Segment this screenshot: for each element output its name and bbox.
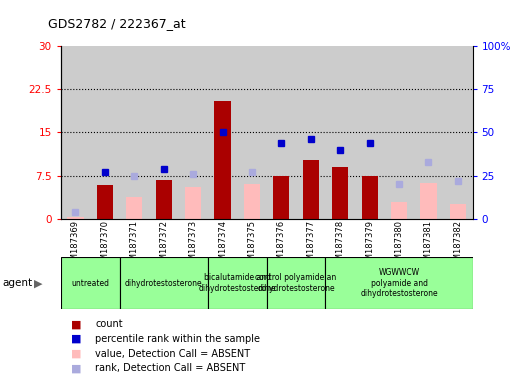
Bar bbox=[185, 187, 201, 219]
Bar bbox=[332, 167, 348, 219]
Text: count: count bbox=[95, 319, 122, 329]
Bar bbox=[362, 176, 378, 219]
Text: control polyamide an
dihydrotestosterone: control polyamide an dihydrotestosterone bbox=[256, 273, 337, 293]
Text: bicalutamide and
dihydrotestosterone: bicalutamide and dihydrotestosterone bbox=[199, 273, 276, 293]
Bar bbox=[274, 176, 289, 219]
Text: ■: ■ bbox=[71, 349, 82, 359]
Bar bbox=[97, 185, 113, 219]
Bar bbox=[61, 46, 90, 219]
Bar bbox=[450, 204, 466, 219]
Bar bbox=[119, 46, 149, 219]
Bar bbox=[208, 46, 237, 219]
Bar bbox=[214, 101, 231, 219]
Text: dihydrotestosterone: dihydrotestosterone bbox=[125, 279, 203, 288]
Text: agent: agent bbox=[3, 278, 33, 288]
Bar bbox=[391, 202, 407, 219]
Text: ▶: ▶ bbox=[34, 278, 42, 288]
Bar bbox=[420, 183, 437, 219]
Bar bbox=[443, 46, 473, 219]
Bar bbox=[384, 46, 414, 219]
Bar bbox=[296, 46, 325, 219]
Bar bbox=[267, 46, 296, 219]
Bar bbox=[237, 46, 267, 219]
Bar bbox=[355, 46, 384, 219]
Bar bbox=[303, 160, 319, 219]
Bar bbox=[244, 184, 260, 219]
Bar bbox=[68, 217, 83, 219]
Bar bbox=[414, 46, 443, 219]
Bar bbox=[126, 197, 143, 219]
Bar bbox=[156, 180, 172, 219]
Text: GDS2782 / 222367_at: GDS2782 / 222367_at bbox=[48, 17, 185, 30]
Text: percentile rank within the sample: percentile rank within the sample bbox=[95, 334, 260, 344]
Text: ■: ■ bbox=[71, 334, 82, 344]
Text: ■: ■ bbox=[71, 319, 82, 329]
Bar bbox=[325, 257, 473, 309]
Bar bbox=[208, 257, 267, 309]
Bar bbox=[90, 46, 119, 219]
Bar bbox=[119, 257, 208, 309]
Text: value, Detection Call = ABSENT: value, Detection Call = ABSENT bbox=[95, 349, 250, 359]
Bar bbox=[178, 46, 208, 219]
Bar bbox=[267, 257, 325, 309]
Bar bbox=[68, 217, 83, 219]
Bar bbox=[61, 257, 119, 309]
Text: rank, Detection Call = ABSENT: rank, Detection Call = ABSENT bbox=[95, 363, 246, 373]
Bar bbox=[325, 46, 355, 219]
Text: WGWWCW
polyamide and
dihydrotestosterone: WGWWCW polyamide and dihydrotestosterone bbox=[360, 268, 438, 298]
Text: untreated: untreated bbox=[71, 279, 109, 288]
Bar bbox=[149, 46, 178, 219]
Text: ■: ■ bbox=[71, 363, 82, 373]
